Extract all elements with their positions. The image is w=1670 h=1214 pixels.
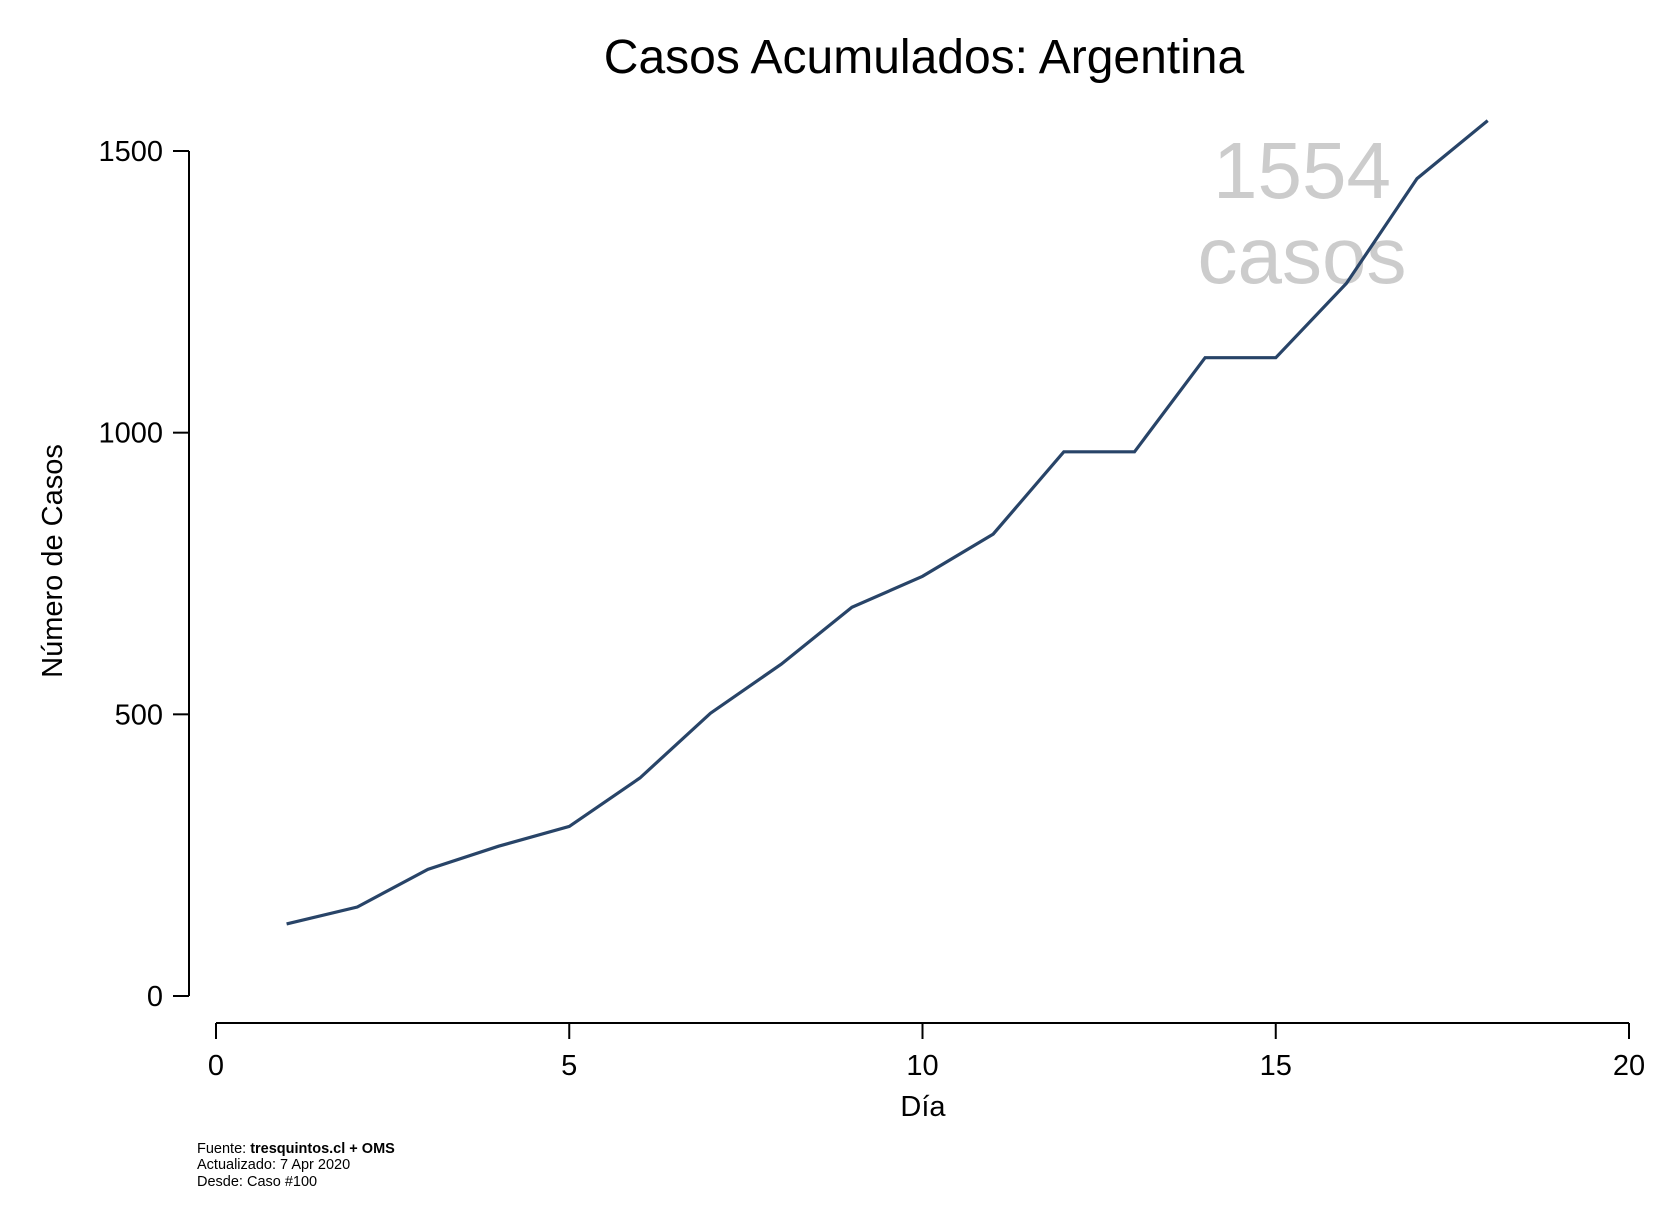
x-ticks: 0 5 10 15 20 <box>208 1023 1645 1082</box>
x-tick-label: 0 <box>208 1050 224 1082</box>
y-tick-label: 0 <box>147 981 163 1013</box>
series-group <box>286 119 1489 926</box>
source-label: Fuente: <box>197 1141 250 1157</box>
x-tick-label: 15 <box>1260 1050 1292 1082</box>
chart-title: Casos Acumulados: Argentina <box>604 31 1245 84</box>
since-note: Desde: Caso #100 <box>197 1174 317 1190</box>
source-note: Fuente: tresquintos.cl + OMS <box>197 1141 395 1157</box>
source-value: tresquintos.cl + OMS <box>250 1141 395 1157</box>
x-axis-label: Día <box>900 1091 946 1123</box>
y-ticks: 0 500 1000 1500 <box>98 136 189 1013</box>
y-tick-label: 1000 <box>98 418 163 450</box>
latest-value-annotation: 1554 <box>1213 126 1391 215</box>
y-tick-label: 500 <box>115 699 163 731</box>
y-tick-label: 1500 <box>98 136 163 168</box>
y-axis-label: Número de Casos <box>37 444 69 678</box>
x-tick-label: 20 <box>1613 1050 1645 1082</box>
series-line <box>286 119 1489 926</box>
latest-value-unit: casos <box>1198 211 1407 300</box>
updated-note: Actualizado: 7 Apr 2020 <box>197 1157 350 1173</box>
x-tick-label: 5 <box>561 1050 577 1082</box>
x-tick-label: 10 <box>906 1050 938 1082</box>
